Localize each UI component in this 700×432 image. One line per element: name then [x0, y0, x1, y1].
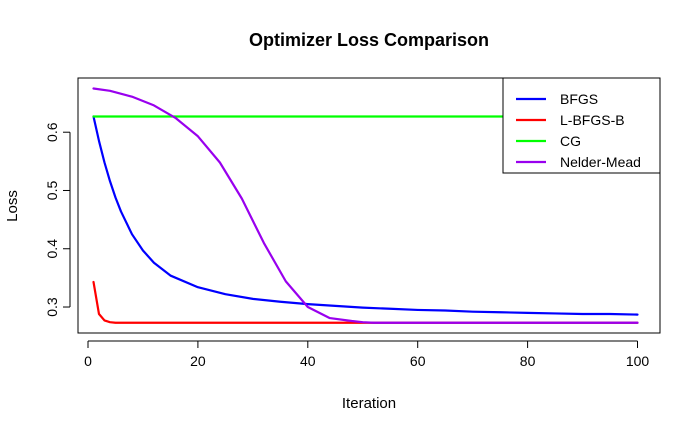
- plot-frame: [77, 77, 661, 334]
- legend-label-cg: CG: [560, 133, 581, 149]
- legend: BFGS L-BFGS-B CG Nelder-Mead: [502, 77, 661, 174]
- series-line-nelder-mead: [92, 87, 639, 324]
- y-tick-label: 0.6: [44, 122, 60, 142]
- legend-label-bfgs: BFGS: [560, 91, 598, 107]
- series-line-bfgs: [92, 115, 639, 316]
- x-tick-label: 80: [520, 353, 536, 369]
- x-axis: 0 20 40 60 80 100: [84, 340, 650, 369]
- legend-label-l-bfgs-b: L-BFGS-B: [560, 112, 625, 128]
- x-tick-label: 60: [410, 353, 426, 369]
- x-tick-label: 40: [300, 353, 316, 369]
- chart-title: Optimizer Loss Comparison: [249, 30, 489, 50]
- x-tick-label: 100: [626, 353, 650, 369]
- x-tick-label: 20: [190, 353, 206, 369]
- legend-label-nelder-mead: Nelder-Mead: [560, 154, 641, 170]
- legend-box: [502, 77, 661, 174]
- x-tick-label: 0: [84, 353, 92, 369]
- y-tick-label: 0.5: [44, 181, 60, 201]
- series-line-l-bfgs-b: [92, 280, 639, 324]
- y-axis: 0.3 0.4 0.5 0.6: [44, 122, 71, 317]
- y-tick-label: 0.4: [44, 239, 60, 259]
- y-tick-label: 0.3: [44, 297, 60, 317]
- x-axis-label: Iteration: [342, 395, 396, 412]
- y-axis-label: Loss: [4, 190, 21, 222]
